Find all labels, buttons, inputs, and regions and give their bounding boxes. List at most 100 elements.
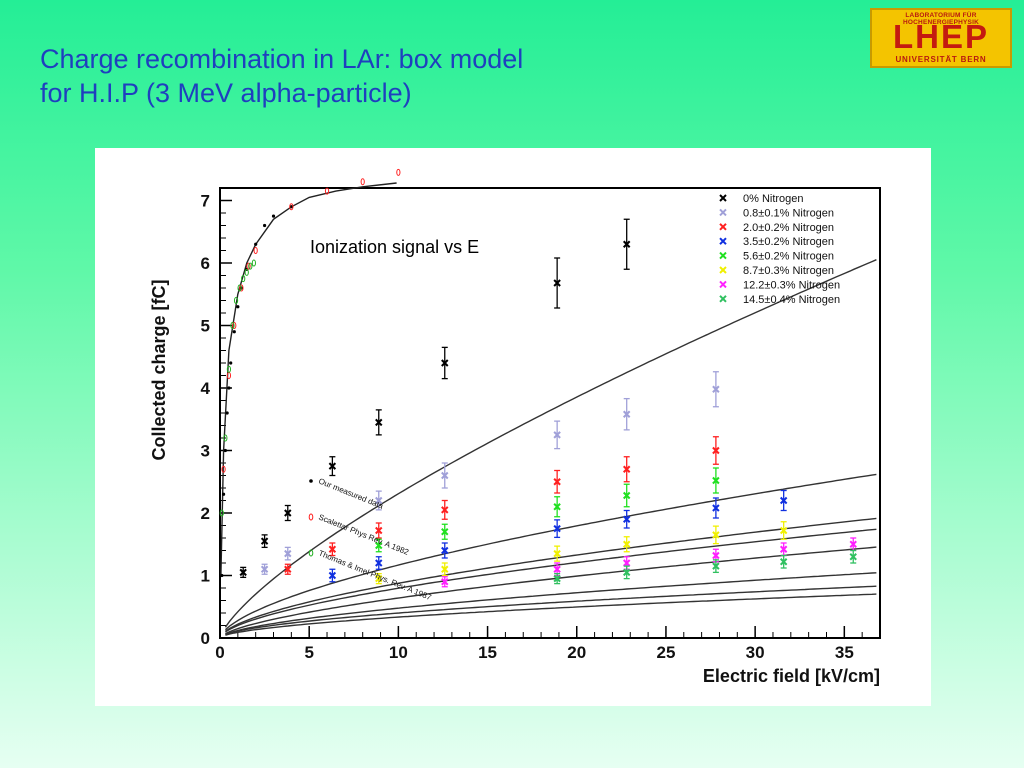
overlay-legend-marker (309, 479, 313, 483)
overlay-scalettar-point (289, 203, 294, 211)
fit-curve (225, 528, 877, 633)
y-tick-label: 2 (201, 504, 210, 523)
data-point (553, 574, 561, 583)
overlay-measured-point (289, 205, 293, 209)
logo-top-text: LABORATORIUM FÜR HOCHENERGIEPHYSIK (903, 12, 979, 26)
y-tick-label: 4 (201, 379, 211, 398)
slide-title-line1: Charge recombination in LAr: box model (40, 44, 524, 74)
overlay-measured-point (254, 242, 258, 246)
data-point (712, 531, 720, 539)
data-point (375, 541, 383, 550)
data-point (622, 410, 631, 418)
data-point (375, 559, 383, 567)
legend-label: 0% Nitrogen (743, 193, 804, 205)
overlay-measured-point (232, 330, 236, 334)
overlay-thomas-point (223, 434, 228, 442)
logo-bottom-text: UNIVERSITÄT BERN (895, 55, 987, 64)
fit-curve (224, 259, 877, 628)
x-tick-label: 15 (478, 643, 497, 662)
legend-label: 14.5±0.4% Nitrogen (743, 294, 840, 306)
x-tick-label: 35 (835, 643, 854, 662)
data-point (622, 559, 631, 567)
legend-marker (719, 280, 727, 289)
legend-label: 12.2±0.3% Nitrogen (743, 279, 840, 291)
overlay-measured-point (220, 573, 224, 578)
y-axis: 0 1 2 3 4 5 6 7 (201, 192, 232, 648)
overlay-scalettar-point (396, 168, 401, 176)
data-point (553, 431, 561, 439)
data-point (375, 496, 383, 505)
overlay-measured-point (262, 223, 267, 228)
data-point (284, 565, 292, 573)
data-point (441, 359, 449, 367)
data-point (239, 568, 247, 577)
data-point (712, 551, 720, 560)
slide-title: Charge recombination in LAr: box model f… (40, 42, 523, 110)
fit-curve (225, 585, 877, 636)
x-tick-label: 0 (215, 643, 224, 662)
data-point (712, 562, 720, 570)
x-axis-label: Electric field [kV/cm] (703, 666, 880, 686)
legend-label: 8.7±0.3% Nitrogen (743, 265, 834, 277)
legend-label: 0.8±0.1% Nitrogen (743, 207, 834, 219)
data-point (712, 385, 720, 393)
x-tick-label: 5 (304, 643, 313, 662)
overlay-legend-marker (308, 513, 314, 521)
data-point (779, 545, 788, 553)
data-point (284, 509, 292, 517)
legend-marker (719, 194, 727, 202)
overlay-thomas-point (226, 365, 232, 373)
data-point (553, 565, 561, 573)
data-point (779, 558, 788, 566)
overlay-data (219, 168, 401, 578)
data-point (260, 537, 269, 545)
fit-curves (224, 259, 877, 636)
overlay-thomas-point (233, 297, 239, 304)
overlay-legend-label: Our measured data (317, 477, 385, 511)
overlay-thomas-point (251, 259, 256, 267)
x-axis: 0 5 10 15 20 25 30 35 (215, 626, 881, 662)
overlay-scalettar-point (324, 187, 330, 195)
data-point (622, 515, 631, 523)
overlay-measured-point (227, 386, 231, 390)
overlay-thomas-point (241, 275, 246, 283)
data-point (622, 491, 631, 500)
data-point (441, 528, 449, 536)
y-tick-label: 3 (201, 442, 210, 461)
data-point (441, 578, 449, 586)
legend-marker (719, 295, 727, 303)
fit-curve (225, 572, 877, 636)
fit-curve (225, 517, 877, 632)
y-tick-label: 0 (201, 629, 210, 648)
overlay-legend-marker (308, 549, 314, 557)
legend-marker (719, 266, 727, 274)
data-point (553, 478, 561, 486)
data-point (849, 553, 857, 561)
slide-title-line2: for H.I.P (3 MeV alpha-particle) (40, 78, 412, 108)
y-tick-label: 1 (201, 567, 210, 586)
legend-label: 3.5±0.2% Nitrogen (743, 236, 834, 248)
overlay-thomas-point (237, 284, 242, 292)
overlay-scalettar-point (232, 322, 237, 329)
legend-marker (719, 237, 727, 245)
data-point (553, 549, 561, 558)
overlay-thomas-point (219, 509, 224, 517)
legend-marker (719, 251, 727, 260)
fit-curve (225, 546, 877, 635)
overlay-scalettar-point (226, 372, 232, 379)
data-point (375, 418, 383, 427)
x-tick-label: 20 (567, 643, 586, 662)
fit-curve (224, 473, 877, 631)
legend-marker (719, 223, 727, 231)
data-point (441, 546, 449, 555)
overlay-thomas-point (248, 262, 253, 270)
legend-label: 5.6±0.2% Nitrogen (743, 251, 834, 263)
data-point (553, 279, 561, 287)
y-tick-label: 5 (201, 317, 210, 336)
data-point (441, 565, 449, 573)
overlay-measured-point (236, 305, 240, 309)
logo-main-text: LHEP (892, 18, 989, 55)
data-point (553, 524, 561, 533)
chart-panel: 0 1 2 3 4 5 6 7 0 5 10 15 20 25 30 35 Collected charge… (95, 148, 931, 706)
overlay-thomas-point (244, 268, 249, 276)
